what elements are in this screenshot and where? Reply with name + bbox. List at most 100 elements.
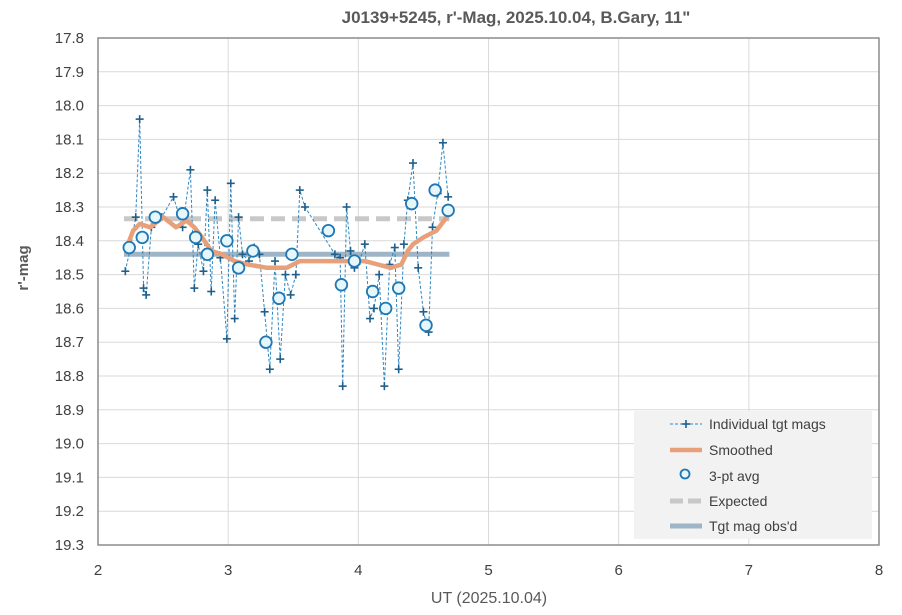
individual-point bbox=[238, 250, 247, 259]
individual-point bbox=[366, 314, 375, 323]
individual-point bbox=[330, 250, 339, 259]
individual-point bbox=[222, 334, 231, 343]
x-tick-label: 8 bbox=[875, 562, 883, 579]
avg-point bbox=[188, 230, 203, 245]
individual-point bbox=[234, 213, 243, 222]
avg-point bbox=[148, 210, 162, 224]
avg-point bbox=[246, 244, 260, 258]
avg-point bbox=[122, 240, 136, 255]
x-tick-label: 6 bbox=[614, 562, 622, 579]
individual-point bbox=[409, 159, 418, 168]
y-tick-label: 18.7 bbox=[55, 334, 84, 351]
individual-point bbox=[135, 115, 144, 124]
individual-point bbox=[399, 240, 408, 249]
individual-point bbox=[203, 186, 212, 195]
avg-point bbox=[200, 247, 215, 262]
individual-point bbox=[346, 246, 355, 255]
avg-point bbox=[285, 247, 299, 262]
individual-point bbox=[419, 307, 428, 316]
individual-point bbox=[281, 270, 290, 279]
legend-background bbox=[634, 411, 872, 539]
y-tick-label: 19.1 bbox=[55, 469, 84, 486]
individual-point bbox=[139, 284, 148, 293]
avg-point bbox=[321, 223, 336, 238]
avg-point bbox=[175, 207, 190, 221]
individual-point bbox=[342, 203, 351, 211]
avg-point bbox=[428, 183, 442, 197]
avg-point bbox=[334, 278, 349, 292]
y-tick-label: 18.8 bbox=[55, 368, 84, 385]
y-axis-title: r'-mag bbox=[15, 245, 32, 290]
legend-label: 3-pt avg bbox=[709, 468, 760, 484]
y-tick-labels: 17.8 17.9 18.0 18.1 18.2 18.3 18.4 18.5 18.6 18.7… bbox=[55, 30, 84, 554]
legend-avg-swatch bbox=[679, 468, 691, 480]
y-tick-label: 18.9 bbox=[55, 402, 84, 419]
individual-point bbox=[369, 304, 378, 313]
y-tick-label: 18.5 bbox=[55, 267, 84, 284]
individual-point bbox=[142, 290, 151, 299]
avg-point bbox=[419, 318, 433, 333]
plot-area-border bbox=[97, 37, 880, 546]
individual-point bbox=[186, 165, 195, 174]
individual-point bbox=[300, 203, 309, 211]
individual-point bbox=[394, 365, 403, 374]
individual-point bbox=[226, 179, 235, 188]
avg-point bbox=[405, 196, 419, 211]
x-tick-label: 7 bbox=[745, 562, 753, 579]
individual-point bbox=[286, 290, 295, 299]
y-tick-label: 19.0 bbox=[55, 436, 84, 453]
individual-point bbox=[390, 243, 399, 252]
x-tick-labels: 2 3 4 5 6 7 8 bbox=[94, 562, 883, 579]
legend-label: Tgt mag obs'd bbox=[709, 518, 797, 534]
individual-point bbox=[438, 138, 447, 147]
individual-point bbox=[211, 196, 220, 205]
series-smoothed-line bbox=[124, 214, 450, 271]
avg-point bbox=[391, 281, 406, 295]
individual-point bbox=[121, 267, 130, 276]
individual-point bbox=[199, 267, 208, 276]
chart-title: J0139+5245, r'-Mag, 2025.10.04, B.Gary, … bbox=[342, 8, 691, 27]
y-tick-label: 19.3 bbox=[55, 537, 84, 554]
y-tick-label: 18.4 bbox=[55, 233, 84, 250]
avg-point bbox=[231, 261, 246, 275]
x-axis-title: UT (2025.10.04) bbox=[431, 590, 547, 607]
individual-point bbox=[230, 314, 239, 323]
individual-point bbox=[295, 186, 304, 195]
avg-point bbox=[347, 254, 362, 268]
individual-point bbox=[444, 192, 453, 201]
legend-label: Individual tgt mags bbox=[709, 416, 826, 432]
avg-point bbox=[259, 335, 273, 349]
legend: Individual tgt mags Smoothed 3-pt avg Expec… bbox=[634, 411, 872, 539]
individual-point bbox=[131, 213, 140, 222]
legend-label: Expected bbox=[709, 493, 767, 509]
x-tick-label: 4 bbox=[354, 562, 362, 579]
individual-point bbox=[190, 284, 199, 293]
individual-point bbox=[360, 240, 369, 249]
y-tick-label: 19.2 bbox=[55, 503, 84, 520]
individual-point bbox=[414, 263, 423, 272]
individual-point bbox=[265, 365, 274, 374]
individual-point bbox=[375, 270, 384, 279]
individual-point bbox=[207, 287, 216, 296]
avg-point bbox=[220, 234, 234, 248]
y-tick-label: 17.8 bbox=[55, 30, 84, 47]
y-tick-label: 18.2 bbox=[55, 165, 84, 182]
individual-point bbox=[169, 192, 178, 201]
legend-label: Smoothed bbox=[709, 442, 773, 458]
individual-point bbox=[428, 223, 437, 232]
individual-point bbox=[380, 382, 389, 391]
x-tick-label: 2 bbox=[94, 562, 102, 579]
x-tick-label: 3 bbox=[224, 562, 232, 579]
y-tick-label: 18.6 bbox=[55, 300, 84, 317]
y-tick-label: 18.3 bbox=[55, 199, 84, 216]
y-tick-label: 18.1 bbox=[55, 131, 84, 148]
individual-point bbox=[338, 382, 347, 391]
avg-point bbox=[441, 203, 455, 218]
x-tick-label: 5 bbox=[484, 562, 492, 579]
avg-point bbox=[365, 284, 380, 299]
y-tick-label: 17.9 bbox=[55, 64, 84, 81]
individual-point bbox=[291, 270, 300, 279]
y-tick-label: 18.0 bbox=[55, 98, 84, 115]
series-individual-line bbox=[124, 119, 449, 387]
